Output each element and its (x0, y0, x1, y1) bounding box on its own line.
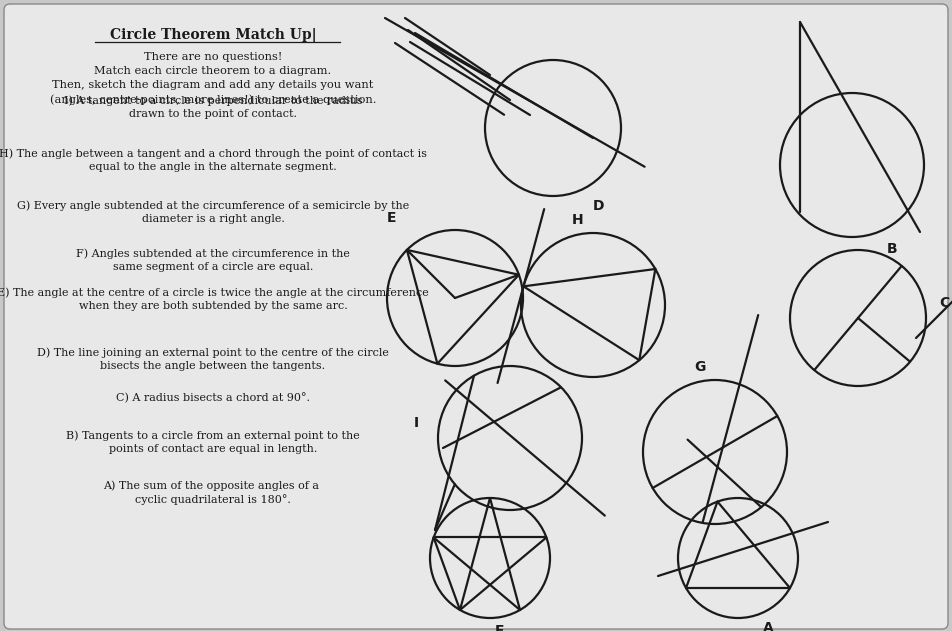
Text: A) The sum of the opposite angles of a 
cyclic quadrilateral is 180°.: A) The sum of the opposite angles of a c… (103, 480, 323, 505)
Text: I: I (413, 416, 419, 430)
Text: C: C (939, 296, 949, 310)
Text: B: B (886, 242, 898, 256)
Text: G: G (694, 360, 705, 374)
Text: I) A tangent to a circle is perpendicular to the radius
drawn to the point of co: I) A tangent to a circle is perpendicula… (64, 95, 363, 119)
Text: Circle Theorem Match Up|: Circle Theorem Match Up| (109, 28, 316, 43)
Text: D) The line joining an external point to the centre of the circle
bisects the an: D) The line joining an external point to… (37, 347, 389, 371)
Text: A: A (763, 621, 773, 631)
Text: H) The angle between a tangent and a chord through the point of contact is
equal: H) The angle between a tangent and a cho… (0, 148, 427, 172)
Text: E) The angle at the centre of a circle is twice the angle at the circumference
w: E) The angle at the centre of a circle i… (0, 287, 428, 311)
Text: G) Every angle subtended at the circumference of a semicircle by the
diameter is: G) Every angle subtended at the circumfe… (17, 200, 409, 224)
FancyBboxPatch shape (4, 4, 948, 629)
Text: B) Tangents to a circle from an external point to the
points of contact are equa: B) Tangents to a circle from an external… (66, 430, 360, 454)
Text: H: H (572, 213, 584, 227)
Text: D: D (592, 199, 604, 213)
Text: F: F (495, 624, 505, 631)
Text: There are no questions!
Match each circle theorem to a diagram.
Then, sketch the: There are no questions! Match each circl… (50, 52, 376, 105)
Text: E: E (387, 211, 397, 225)
Text: C) A radius bisects a chord at 90°.: C) A radius bisects a chord at 90°. (116, 393, 310, 404)
Text: F) Angles subtended at the circumference in the
same segment of a circle are equ: F) Angles subtended at the circumference… (76, 248, 350, 272)
